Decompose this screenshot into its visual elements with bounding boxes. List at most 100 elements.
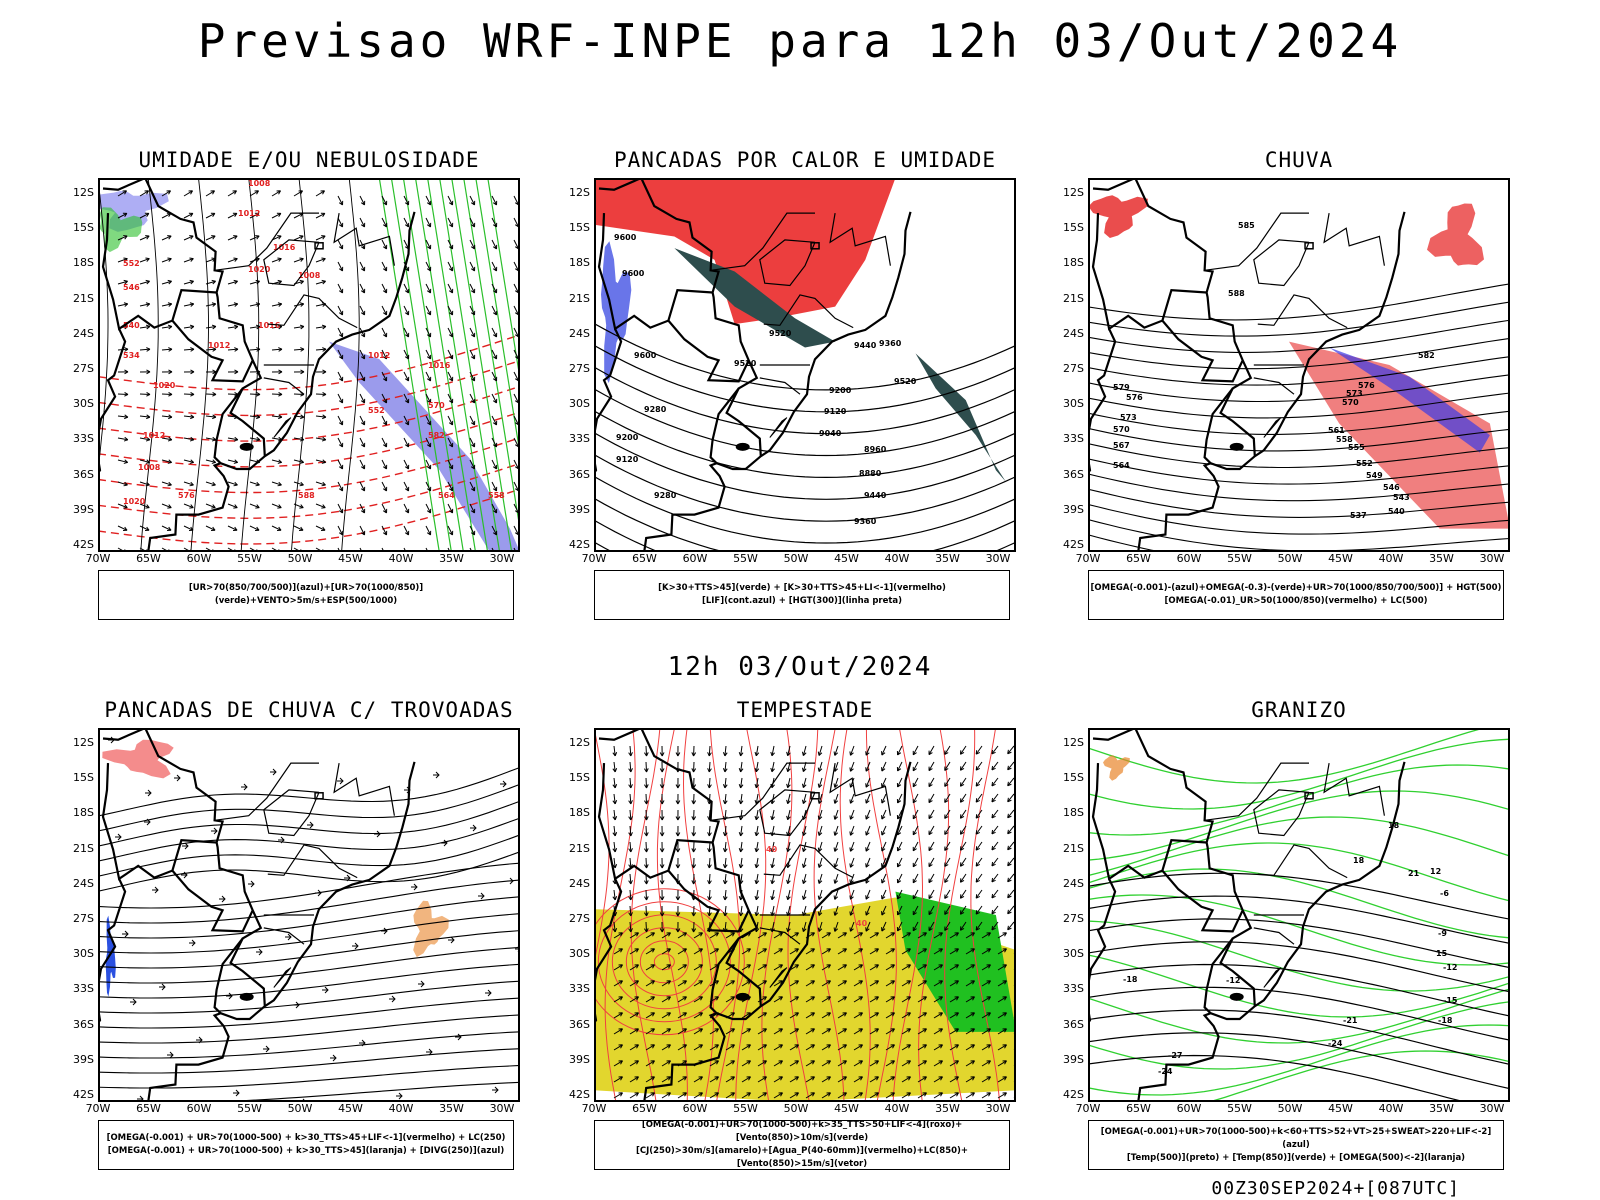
wind-vector-head [890, 980, 895, 985]
wind-vector-head [492, 376, 498, 382]
wind-vector [885, 1060, 895, 1067]
wind-vector-head [922, 1012, 927, 1017]
wind-vector [991, 745, 999, 755]
wind-vector [613, 921, 616, 932]
wind-vector [469, 547, 472, 550]
wind-vector-head [168, 391, 173, 397]
wind-vector-head [849, 911, 854, 916]
wind-vector [1007, 841, 1014, 851]
lon-tick-label: 45W [834, 1102, 859, 1115]
wind-vector-head [801, 879, 807, 884]
contour-line [1090, 458, 1508, 485]
wind-vector [271, 415, 282, 418]
wind-vector [709, 964, 719, 971]
wind-vector [787, 793, 791, 804]
wind-vector-head [659, 896, 665, 901]
wind-vector [513, 437, 518, 447]
wind-vector [139, 280, 150, 285]
legend-line: [OMEGA(-0.001) + UR>70(1000-500) + k>30_… [106, 1133, 506, 1143]
wind-vector-head [922, 980, 927, 985]
wind-vector-head [912, 926, 917, 932]
wind-vector [271, 437, 282, 441]
streamline-arrow [115, 833, 122, 841]
wind-vector [613, 777, 616, 788]
wind-vector [897, 793, 903, 804]
wind-vector [403, 217, 409, 228]
wind-vector-head [754, 767, 760, 773]
wind-vector-head [778, 1044, 783, 1049]
wind-vector [117, 212, 128, 219]
lon-tick-label: 50W [783, 1102, 809, 1115]
streamline-arrow [144, 818, 151, 826]
wind-vector-head [928, 894, 933, 900]
wind-vector-head [299, 436, 305, 442]
streamline-arrow [411, 883, 418, 891]
wind-vector [425, 349, 431, 360]
wind-vector-head [338, 222, 344, 228]
border-line [829, 212, 891, 266]
border-line [263, 377, 305, 395]
wind-vector-head [922, 1092, 927, 1097]
wind-vector [425, 239, 431, 250]
wind-vector [425, 195, 431, 206]
contour-line [813, 730, 845, 1100]
wind-vector [677, 996, 687, 1003]
wind-vector [139, 547, 145, 550]
wind-vector [447, 437, 453, 448]
wind-vector-head [986, 948, 991, 953]
wind-vector-head [817, 895, 823, 900]
wind-vector [677, 1012, 687, 1019]
wind-vector-head [634, 932, 639, 937]
wind-vector-head [628, 800, 633, 805]
wind-vector [960, 841, 967, 851]
wind-vector [447, 305, 453, 316]
border-line [1161, 869, 1244, 933]
wind-vector-head [906, 1060, 911, 1065]
wind-vector-head [167, 459, 173, 464]
wind-vector-head [938, 1060, 943, 1065]
wind-vector [645, 948, 655, 955]
wind-vector [708, 841, 711, 853]
wind-vector-head [858, 1092, 863, 1097]
contour-line [639, 940, 689, 984]
wind-vector [885, 1028, 895, 1035]
wind-vector-head [874, 1060, 879, 1065]
wind-vector-head [954, 980, 959, 985]
wind-vector-head [1002, 980, 1007, 985]
wind-vector-head [865, 847, 870, 852]
wind-vector-head [881, 911, 886, 916]
wind-vector [629, 841, 632, 853]
wind-vector-head [954, 964, 959, 969]
wind-vector-head [881, 895, 886, 900]
wind-vector [975, 777, 983, 787]
wind-vector-head [691, 848, 697, 853]
legend-line: [OMEGA(-0.001)+UR>70(1000-500)+k>35_TTS>… [641, 1120, 963, 1143]
wind-vector [853, 1060, 863, 1067]
lat-tick-label: 21S [73, 841, 94, 855]
wind-vector-head [426, 508, 432, 514]
wind-vector [960, 825, 967, 835]
wind-vector-head [762, 1012, 767, 1017]
wind-vector-head [145, 235, 150, 240]
wind-vector-head [298, 190, 303, 195]
wind-vector [975, 793, 983, 803]
wind-vector [869, 948, 879, 955]
contour-label: 561 [1328, 426, 1345, 435]
wind-vector-head [817, 767, 823, 772]
wind-vector-head [954, 1092, 959, 1097]
wind-vector-head [944, 894, 949, 899]
wind-vector-head [470, 442, 476, 448]
wind-vector-head [959, 798, 965, 803]
wind-vector [741, 932, 751, 939]
lon-tick-label: 50W [1277, 552, 1303, 565]
wind-vector-head [650, 1076, 655, 1081]
wind-vector-head [382, 486, 388, 492]
wind-vector-head [842, 1060, 847, 1065]
wind-vector [381, 239, 387, 250]
wind-vector-head [698, 1092, 703, 1097]
wind-vector [849, 745, 855, 756]
wind-vector [997, 1028, 1007, 1035]
contour-line [100, 835, 518, 877]
wind-vector-head [448, 200, 454, 206]
contour-label: 588 [1228, 289, 1245, 298]
